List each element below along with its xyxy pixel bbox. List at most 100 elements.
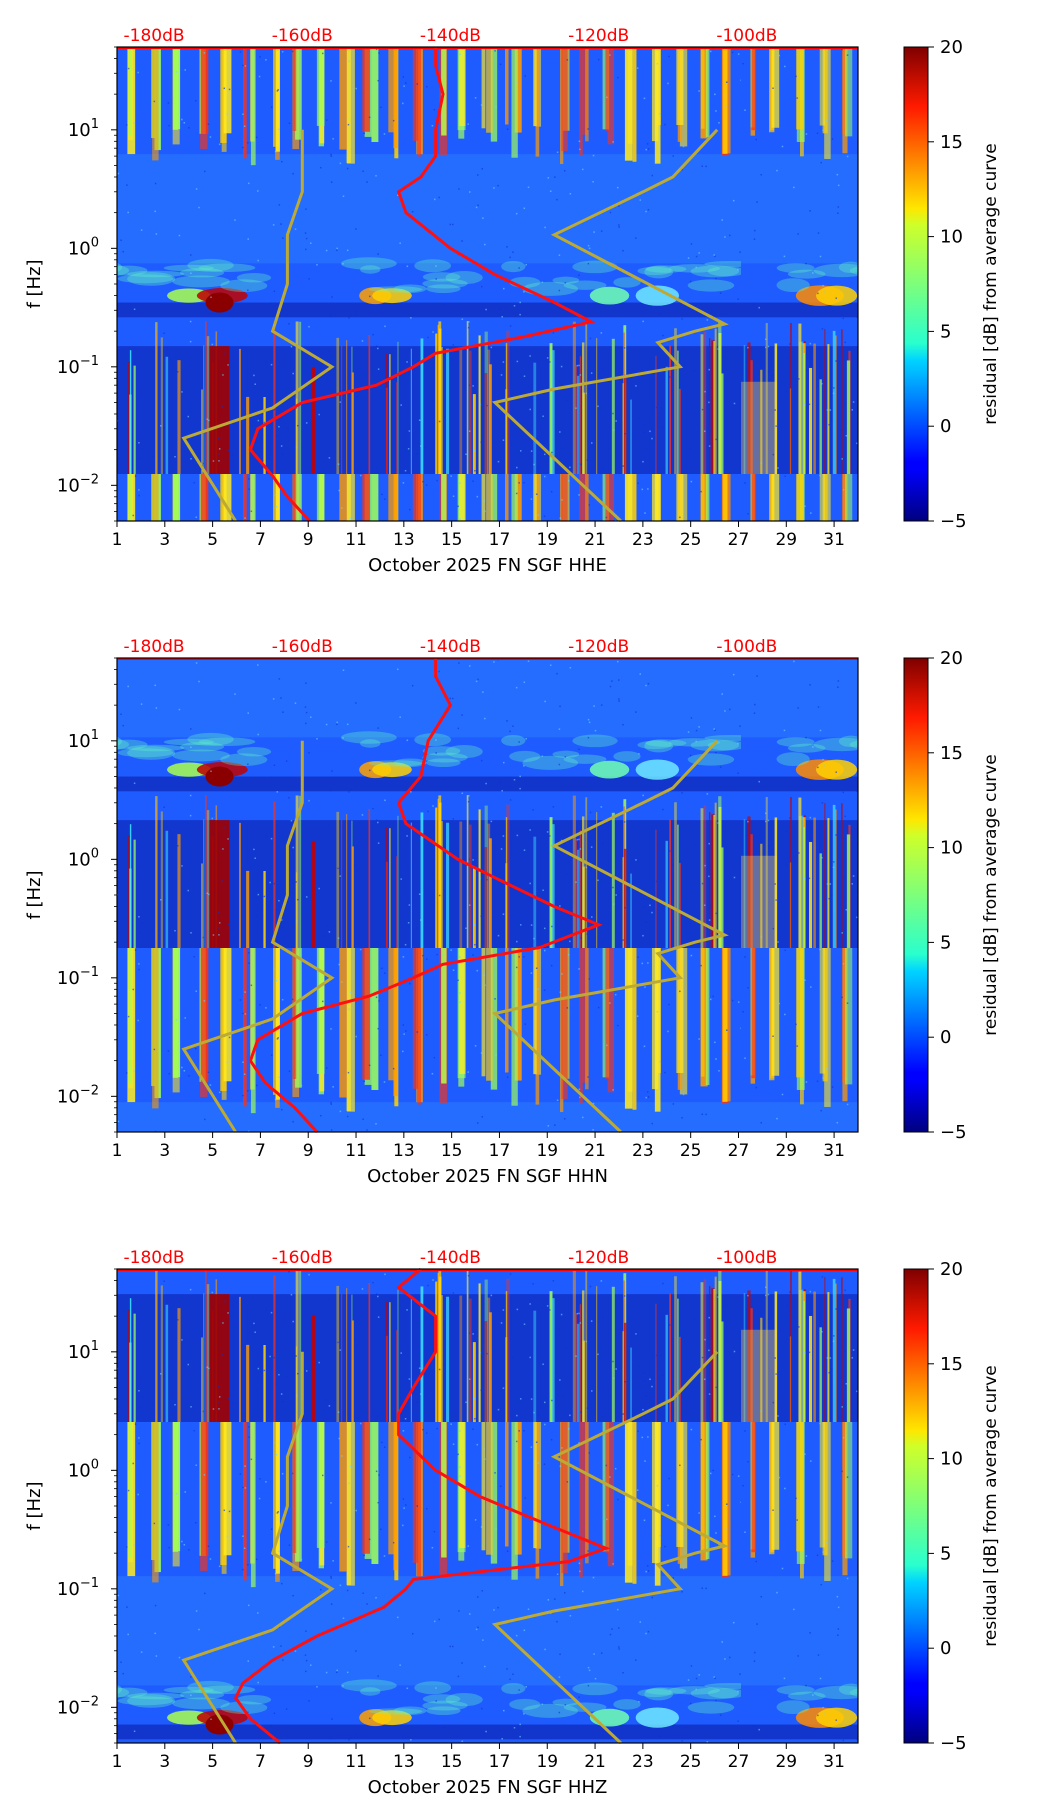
- colorbar-tick-label: 5: [940, 321, 951, 342]
- y-tick-label: 10−2: [57, 1694, 99, 1718]
- colorbar-tick-label: 15: [940, 743, 963, 764]
- x-tick-label: 9: [303, 1752, 314, 1772]
- spectrogram-image: [117, 47, 858, 521]
- x-tick-label: 29: [775, 530, 797, 550]
- x-tick-label: 31: [823, 1752, 845, 1772]
- y-tick-label: 101: [68, 117, 99, 141]
- x-tick-label: 5: [207, 1141, 218, 1161]
- colorbar-label: residual [dB] from average curve: [981, 1365, 1001, 1646]
- colorbar-tick-label: 20: [940, 1259, 963, 1280]
- y-tick-label: 100: [68, 1457, 99, 1481]
- x-tick-label: 27: [728, 1752, 750, 1772]
- db-scale-label: -180dB: [124, 1248, 185, 1268]
- x-tick-label: 11: [345, 530, 367, 550]
- colorbar-label: residual [dB] from average curve: [981, 143, 1001, 424]
- colorbar-tick-label: −5: [940, 511, 967, 532]
- x-tick-label: 3: [159, 1752, 170, 1772]
- x-tick-label: 9: [303, 1141, 314, 1161]
- x-tick-label: 1: [112, 1141, 123, 1161]
- colorbar-label: residual [dB] from average curve: [981, 754, 1001, 1035]
- x-tick-label: 17: [489, 530, 511, 550]
- y-tick-label: 10−1: [57, 965, 99, 989]
- x-tick-label: 27: [728, 530, 750, 550]
- x-tick-label: 19: [536, 1752, 558, 1772]
- db-scale-label: -120dB: [568, 637, 629, 657]
- x-tick-label: 15: [441, 530, 463, 550]
- noise-model-nlnm: [181, 1351, 335, 1744]
- y-tick-label: 101: [68, 728, 99, 752]
- noise-model-nhnm: [491, 1350, 729, 1745]
- y-axis-label: f [Hz]: [24, 1481, 45, 1530]
- colorbar-tick-label: 20: [940, 37, 963, 58]
- db-scale-label: -140dB: [420, 1248, 481, 1268]
- colorbar-tick-label: 5: [940, 1543, 951, 1564]
- x-tick-label: 7: [255, 530, 266, 550]
- x-tick-label: 13: [393, 1141, 415, 1161]
- x-tick-label: 21: [584, 1141, 606, 1161]
- x-tick-label: 11: [345, 1141, 367, 1161]
- x-tick-label: 17: [489, 1752, 511, 1772]
- x-tick-label: 13: [393, 530, 415, 550]
- x-tick-label: 5: [207, 530, 218, 550]
- db-scale-label: -180dB: [124, 26, 185, 46]
- y-tick-label: 10−2: [57, 472, 99, 496]
- x-tick-label: 31: [823, 530, 845, 550]
- x-tick-label: 15: [441, 1141, 463, 1161]
- x-tick-label: 13: [393, 1752, 415, 1772]
- x-tick-label: 21: [584, 530, 606, 550]
- x-tick-label: 31: [823, 1141, 845, 1161]
- x-tick-label: 23: [632, 1752, 654, 1772]
- y-tick-label: 10−1: [57, 1576, 99, 1600]
- colorbar-tick-label: 15: [940, 1354, 963, 1375]
- colorbar: [903, 46, 929, 522]
- x-tick-label: 25: [680, 1141, 702, 1161]
- y-tick-label: 100: [68, 235, 99, 259]
- noise-model-nlnm: [181, 740, 335, 1133]
- x-tick-label: 1: [112, 1752, 123, 1772]
- x-tick-label: 11: [345, 1752, 367, 1772]
- db-scale-label: -120dB: [568, 26, 629, 46]
- mean-curve: [248, 47, 596, 523]
- x-tick-label: 21: [584, 1752, 606, 1772]
- x-tick-label: 3: [159, 1141, 170, 1161]
- mean-curve: [248, 658, 603, 1134]
- db-scale-label: -120dB: [568, 1248, 629, 1268]
- x-tick-label: 29: [775, 1752, 797, 1772]
- colorbar-tick-label: 20: [940, 648, 963, 669]
- db-scale-label: -100dB: [716, 26, 777, 46]
- noise-model-nlnm: [181, 129, 335, 522]
- noise-model-nhnm: [491, 128, 729, 523]
- x-tick-label: 7: [255, 1752, 266, 1772]
- y-axis-label: f [Hz]: [24, 259, 45, 308]
- x-tick-label: 19: [536, 1141, 558, 1161]
- x-tick-label: 15: [441, 1752, 463, 1772]
- x-axis-label: October 2025 FN SGF HHZ: [368, 1777, 608, 1798]
- db-scale-label: -160dB: [272, 26, 333, 46]
- noise-model-nhnm: [491, 739, 729, 1134]
- db-scale-label: -160dB: [272, 1248, 333, 1268]
- db-scale-label: -160dB: [272, 637, 333, 657]
- x-tick-label: 1: [112, 530, 123, 550]
- x-tick-label: 3: [159, 530, 170, 550]
- x-tick-label: 23: [632, 1141, 654, 1161]
- y-tick-label: 10−2: [57, 1083, 99, 1107]
- colorbar: [903, 657, 929, 1133]
- colorbar-tick-label: 10: [940, 838, 963, 859]
- colorbar-tick-label: 10: [940, 1449, 963, 1470]
- x-tick-label: 19: [536, 530, 558, 550]
- colorbar-tick-label: −5: [940, 1733, 967, 1754]
- mean-curve: [233, 1267, 611, 1745]
- db-scale-label: -100dB: [716, 1248, 777, 1268]
- y-tick-label: 101: [68, 1339, 99, 1363]
- x-axis-label: October 2025 FN SGF HHE: [368, 555, 607, 576]
- y-axis-label: f [Hz]: [24, 870, 45, 919]
- colorbar-tick-label: 5: [940, 932, 951, 953]
- x-axis-label: October 2025 FN SGF HHN: [367, 1166, 608, 1187]
- x-tick-label: 7: [255, 1141, 266, 1161]
- colorbar-tick-label: 10: [940, 227, 963, 248]
- colorbar-tick-label: 15: [940, 132, 963, 153]
- colorbar-tick-label: 0: [940, 1027, 951, 1048]
